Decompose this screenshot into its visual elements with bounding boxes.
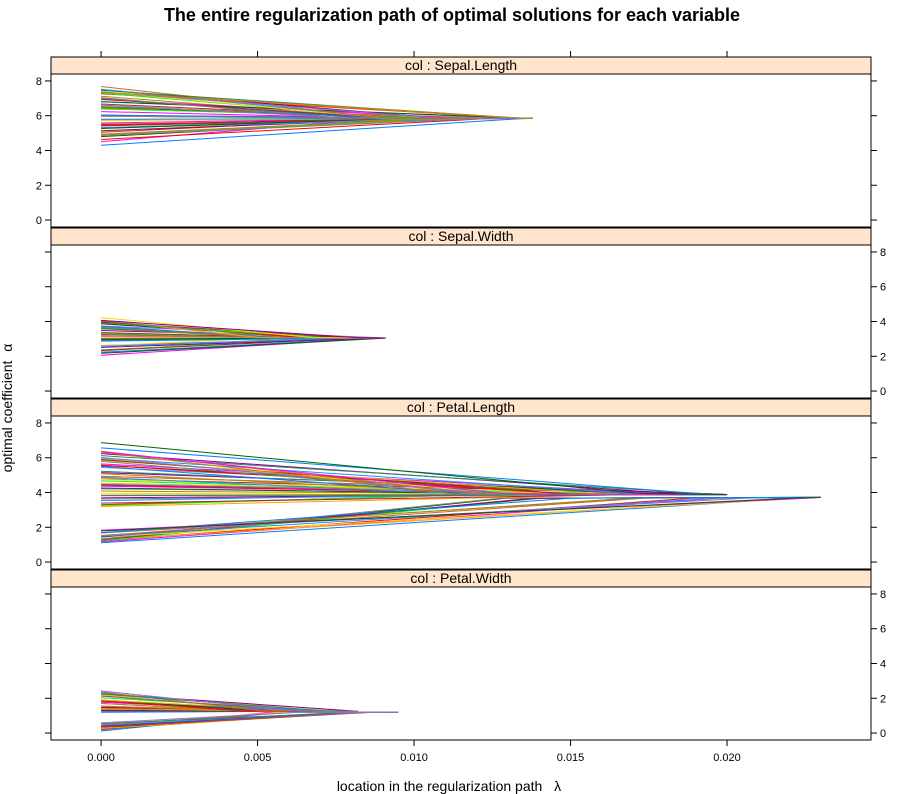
x-axis-label-symbol: λ <box>554 778 561 794</box>
path-line <box>101 117 392 127</box>
path-line <box>101 497 794 544</box>
panel-border <box>50 244 872 399</box>
path-line <box>101 709 255 712</box>
path-line <box>101 711 297 724</box>
y-tick-label: 0 <box>36 215 42 227</box>
path-line <box>101 476 468 495</box>
panel-3: col : Petal.Length 0 2 4 6 8 <box>36 398 877 570</box>
path-line <box>101 497 804 538</box>
path-line-tail <box>642 493 728 496</box>
path-line <box>101 497 645 536</box>
path-line <box>101 700 248 712</box>
y-tick-label: 0 <box>880 386 886 398</box>
path-line <box>101 337 376 348</box>
path-line <box>101 319 357 339</box>
x-tick-label: 0.020 <box>713 752 741 764</box>
path-line <box>101 691 263 712</box>
y-tick-label: 0 <box>880 728 886 740</box>
y-tick-label: 6 <box>880 624 886 636</box>
path-line <box>101 711 349 725</box>
path-line <box>101 337 382 354</box>
path-line-tail <box>516 117 534 119</box>
path-line-tail <box>796 496 821 499</box>
strip-label: col : Petal.Width <box>410 570 511 586</box>
x-axis-label: location in the regularization path λ <box>337 778 561 794</box>
frame: 0.000 0.005 0.010 0.015 0.020 <box>87 51 741 764</box>
path-line <box>101 451 506 495</box>
path-line <box>101 457 638 495</box>
y-tick-label: 4 <box>36 488 42 500</box>
path-line <box>101 118 397 130</box>
path-line <box>101 118 485 140</box>
path-line <box>101 451 452 495</box>
path-line <box>101 337 346 347</box>
y-axis-label-symbol: α <box>0 344 15 352</box>
y-tick-label: 4 <box>880 659 886 671</box>
series-lines <box>101 86 534 146</box>
strip-label: col : Sepal.Length <box>405 57 517 73</box>
path-line <box>101 91 517 119</box>
path-line <box>101 497 716 537</box>
y-tick-label: 4 <box>880 317 886 329</box>
series-lines <box>101 690 399 732</box>
panel-4: col : Petal.Width 0 2 4 6 8 <box>45 569 886 741</box>
y-tick-label: 6 <box>36 453 42 465</box>
path-line <box>101 456 483 495</box>
path-line <box>101 702 246 712</box>
path-line <box>101 97 339 119</box>
y-tick-label: 6 <box>880 282 886 294</box>
panel-border <box>50 586 872 741</box>
y-tick-label: 8 <box>880 589 886 601</box>
y-tick-label: 8 <box>36 418 42 430</box>
path-line <box>101 320 288 339</box>
y-tick-label: 6 <box>36 111 42 123</box>
y-tick-label: 4 <box>36 146 42 158</box>
path-line <box>101 118 518 146</box>
y-tick-label: 2 <box>880 693 886 705</box>
y-tick-label: 2 <box>36 522 42 534</box>
y-tick-label: 2 <box>36 180 42 192</box>
path-line <box>101 494 448 502</box>
y-axis-label: optimal coefficient α <box>0 344 15 473</box>
path-line <box>101 690 293 712</box>
y-tick-label: 0 <box>36 557 42 569</box>
path-line <box>101 478 583 495</box>
strip-label: col : Petal.Length <box>407 399 515 415</box>
path-line <box>101 118 439 135</box>
x-tick-label: 0.000 <box>87 752 115 764</box>
path-line <box>101 86 385 119</box>
path-line <box>101 91 384 119</box>
x-tick-label: 0.005 <box>244 752 272 764</box>
panel-1: col : Sepal.Length 0 2 4 6 8 <box>36 56 877 228</box>
path-line <box>101 325 280 339</box>
x-axis-label-text: location in the regularization path <box>337 778 542 794</box>
chart-title: The entire regularization path of optima… <box>164 5 740 25</box>
strip-label: col : Sepal.Width <box>408 228 513 244</box>
path-line <box>101 337 351 342</box>
path-line <box>101 118 477 136</box>
y-tick-label: 8 <box>36 76 42 88</box>
x-tick-label: 0.010 <box>400 752 428 764</box>
series-lines <box>101 317 387 356</box>
path-line <box>101 442 643 495</box>
path-line <box>101 472 721 495</box>
x-tick-label: 0.015 <box>557 752 585 764</box>
path-line <box>101 497 797 532</box>
y-tick-label: 8 <box>880 247 886 259</box>
panel-2: col : Sepal.Width 0 2 4 6 8 <box>45 227 886 399</box>
path-line <box>101 494 628 504</box>
y-tick-label: 2 <box>880 351 886 363</box>
y-axis-label-text: optimal coefficient <box>0 360 15 472</box>
path-line <box>101 98 387 119</box>
path-line <box>101 91 434 119</box>
path-line <box>101 473 513 495</box>
series-lines <box>101 442 821 544</box>
path-line-tail <box>571 496 821 499</box>
